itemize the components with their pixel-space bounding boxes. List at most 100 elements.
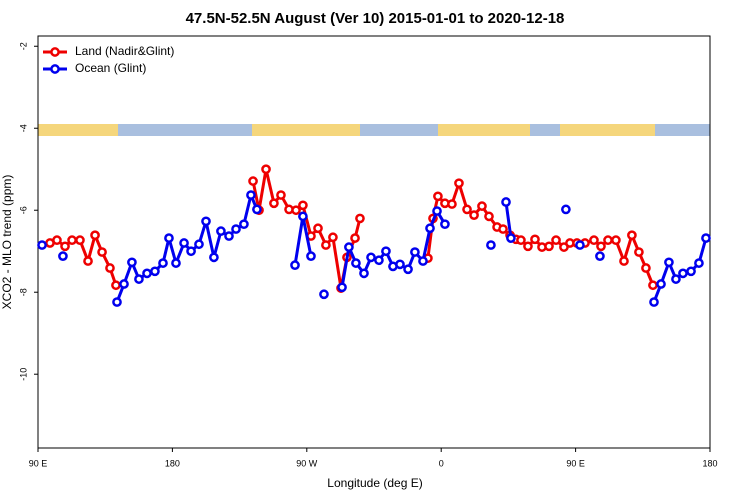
data-point <box>433 191 443 202</box>
data-point <box>298 211 308 222</box>
data-point <box>462 204 472 215</box>
legend-marker <box>50 64 60 74</box>
data-point <box>276 190 286 200</box>
data-point <box>355 213 365 224</box>
data-point <box>366 252 376 263</box>
y-tick-label: -6 <box>18 206 28 214</box>
land-strip <box>38 124 118 136</box>
data-point <box>596 241 606 252</box>
data-point <box>246 190 256 200</box>
data-point <box>328 232 338 243</box>
data-point <box>313 223 323 234</box>
data-point <box>97 247 107 257</box>
x-axis-label: Longitude (deg E) <box>327 476 422 490</box>
data-point <box>105 263 115 273</box>
data-point <box>158 258 168 268</box>
data-point <box>350 233 360 243</box>
data-point <box>119 279 129 289</box>
y-tick-label: -2 <box>18 42 28 50</box>
data-point <box>58 251 68 261</box>
data-point <box>142 268 152 279</box>
data-point <box>164 233 174 243</box>
data-point <box>506 233 516 243</box>
plot-frame <box>37 35 711 449</box>
data-point <box>671 274 681 284</box>
y-tick-label: -4 <box>18 124 28 132</box>
data-point <box>611 235 621 246</box>
data-point <box>484 211 494 222</box>
data-point <box>561 204 571 215</box>
data-point <box>627 230 637 241</box>
series-line <box>49 167 655 290</box>
data-point <box>319 289 329 300</box>
x-tick-label: 0 <box>439 458 444 468</box>
data-point <box>603 235 613 246</box>
data-point <box>469 210 479 220</box>
land-strip <box>560 124 655 136</box>
data-point <box>179 238 189 248</box>
legend-label: Land (Nadir&Glint) <box>75 44 174 58</box>
data-point <box>641 263 651 273</box>
chart-title: 47.5N-52.5N August (Ver 10) 2015-01-01 t… <box>186 10 565 27</box>
data-point <box>75 235 85 246</box>
data-point <box>291 205 301 216</box>
data-point <box>595 251 605 261</box>
x-tick-label: 180 <box>165 458 180 468</box>
data-point <box>351 258 361 268</box>
data-point <box>337 282 347 293</box>
data-point <box>516 235 526 246</box>
data-point <box>686 266 696 277</box>
ocean-strip <box>38 124 710 136</box>
data-point <box>374 255 384 266</box>
data-point <box>239 219 249 230</box>
data-point <box>656 279 666 289</box>
data-point <box>134 274 144 284</box>
data-point <box>664 257 674 268</box>
data-point <box>649 297 659 307</box>
data-point <box>477 201 487 211</box>
x-tick-label: 180 <box>702 458 717 468</box>
legend-label: Ocean (Glint) <box>75 61 146 75</box>
data-point <box>575 240 585 250</box>
data-point <box>186 246 196 257</box>
data-point <box>248 176 258 186</box>
data-point <box>523 241 533 252</box>
data-point <box>551 235 561 246</box>
data-point <box>395 259 405 270</box>
x-tick-label: 90 W <box>296 458 318 468</box>
data-point <box>112 297 122 307</box>
y-axis-label: XCO2 - MLO trend (ppm) <box>0 175 14 310</box>
data-point <box>231 224 241 234</box>
data-point <box>90 230 100 241</box>
data-point <box>403 264 413 275</box>
data-point <box>321 240 331 250</box>
data-point <box>432 206 442 216</box>
data-point <box>701 233 711 243</box>
data-point <box>306 251 316 261</box>
data-point <box>171 258 181 268</box>
data-point <box>678 268 688 279</box>
data-point <box>216 226 226 236</box>
data-point <box>359 268 369 279</box>
data-point <box>447 199 457 209</box>
data-point <box>486 240 496 250</box>
data-point <box>111 280 121 291</box>
data-point <box>290 260 300 271</box>
legend-marker <box>50 47 60 57</box>
data-point <box>194 239 204 250</box>
data-point <box>224 231 234 241</box>
data-point <box>648 280 658 291</box>
data-point <box>589 235 599 246</box>
data-point <box>344 242 354 252</box>
data-point <box>381 246 391 257</box>
data-point <box>501 197 511 207</box>
data-point <box>83 256 93 266</box>
data-point <box>440 219 450 230</box>
data-point <box>60 241 70 252</box>
data-point <box>694 258 704 268</box>
data-point <box>634 247 644 257</box>
land-strip <box>252 124 360 136</box>
data-point <box>454 178 464 189</box>
data-point <box>410 247 420 257</box>
